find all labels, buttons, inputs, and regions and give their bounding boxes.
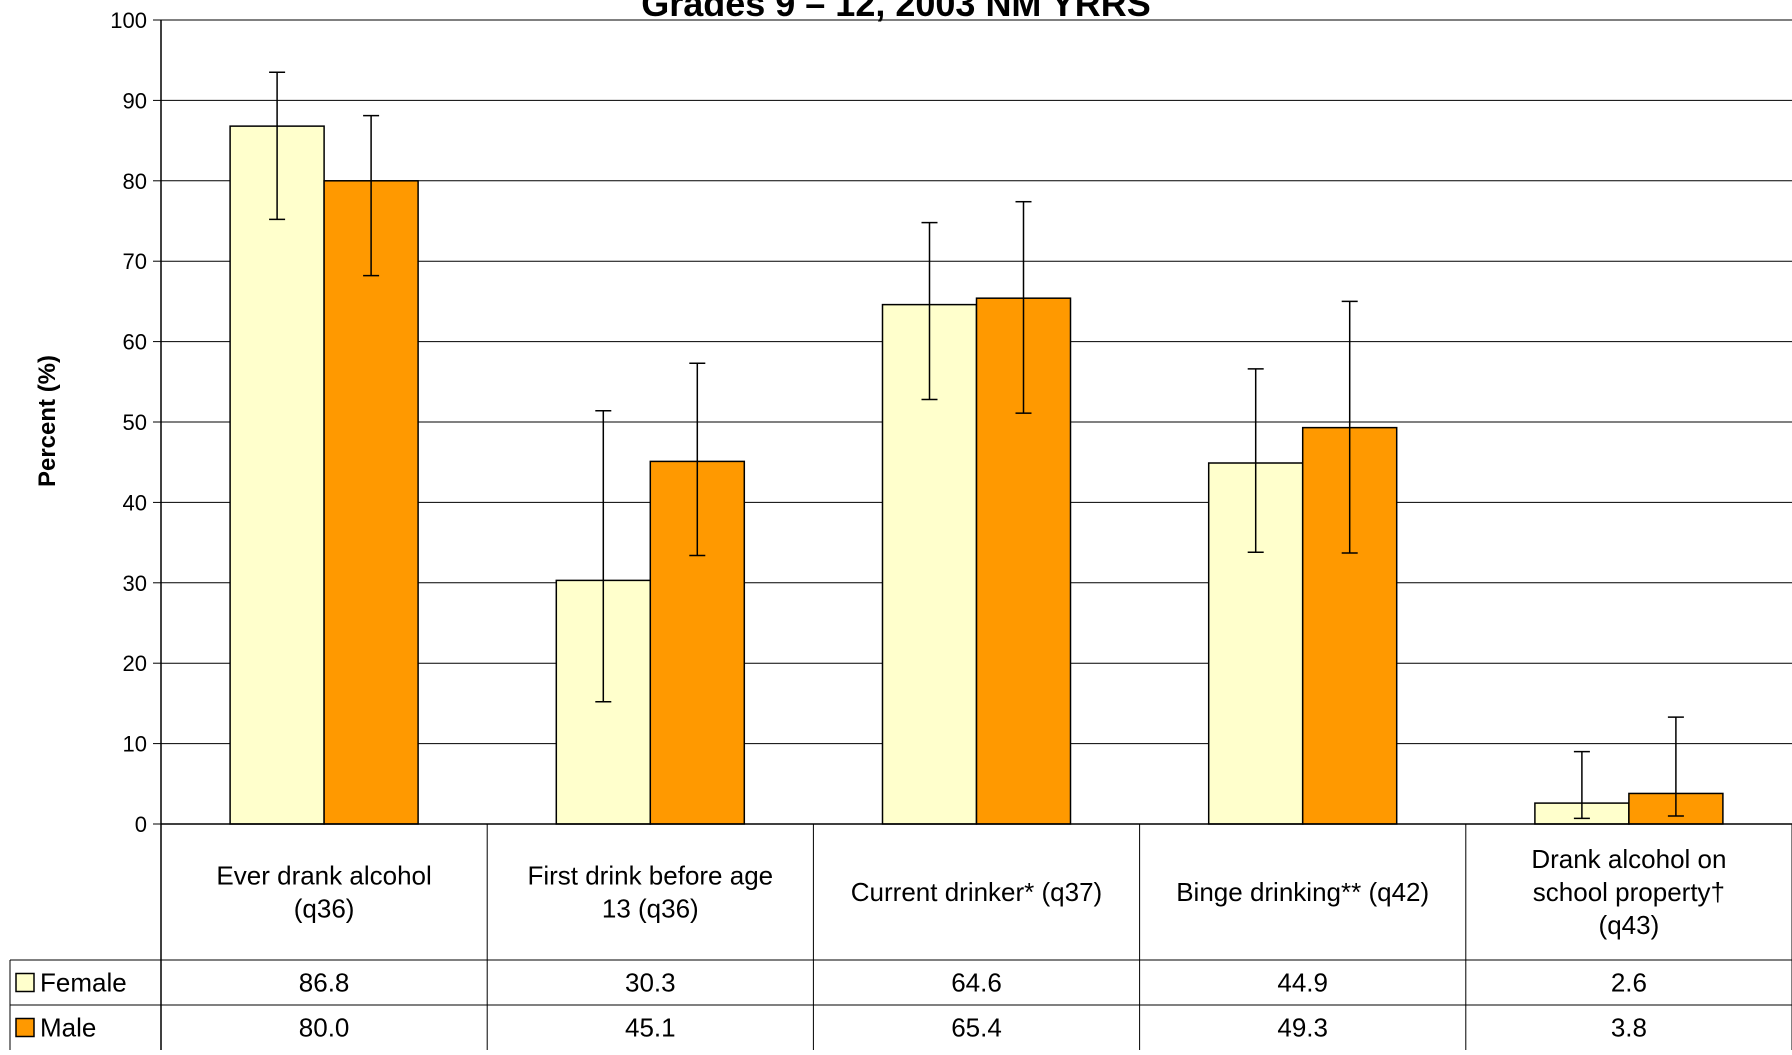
table-cell-value: 64.6 [951,968,1002,998]
legend-swatch-male [15,1017,35,1038]
category-label-line: 13 (q36) [602,894,699,924]
table-cell-value: 86.8 [299,968,350,998]
y-tick-label: 10 [123,732,147,757]
table-cell-value: 80.0 [299,1013,350,1043]
y-tick-label: 30 [123,571,147,596]
bar-male [323,180,419,825]
table-cell-value: 44.9 [1277,968,1328,998]
y-tick-label: 80 [123,169,147,194]
y-tick-label: 90 [123,88,147,113]
y-tick-label: 0 [135,812,147,837]
table-cell-value: 49.3 [1277,1013,1328,1043]
category-label-line: Ever drank alcohol [216,861,431,891]
chart-title: Grades 9 – 12, 2003 NM YRRS [641,0,1151,24]
y-axis-label: Percent (%) [34,355,61,487]
category-label: Ever drank alcohol (q36) [216,861,431,924]
category-label: Drank alcohol on school property† (q43) [1531,844,1726,940]
y-tick-label: 70 [123,249,147,274]
y-tick-label: 60 [123,330,147,355]
table-cell-value: 2.6 [1611,968,1647,998]
table-cell-value: 45.1 [625,1013,676,1043]
y-tick-label: 40 [123,490,147,515]
category-label-line: Drank alcohol on [1531,844,1726,874]
category-label-line: (q36) [294,894,355,924]
table-cell-value: 65.4 [951,1013,1002,1043]
legend-label-male: Male [40,1013,96,1043]
category-label-line: (q43) [1599,910,1660,940]
category-label-line: Current drinker* (q37) [851,877,1102,907]
category-label: Current drinker* (q37) [851,877,1102,907]
y-tick-label: 50 [123,410,147,435]
category-label: Binge drinking** (q42) [1176,877,1429,907]
legend-swatch-female [15,972,35,993]
table-cell-value: 3.8 [1611,1013,1647,1043]
category-label-line: school property† [1533,877,1725,907]
category-label: First drink before age 13 (q36) [527,861,773,924]
table-cell-value: 30.3 [625,968,676,998]
category-label-line: First drink before age [527,861,773,891]
y-tick-label: 20 [123,651,147,676]
y-tick-label: 100 [110,8,147,33]
legend-label-female: Female [40,968,127,998]
bar-female [229,125,325,825]
category-label-line: Binge drinking** (q42) [1176,877,1429,907]
